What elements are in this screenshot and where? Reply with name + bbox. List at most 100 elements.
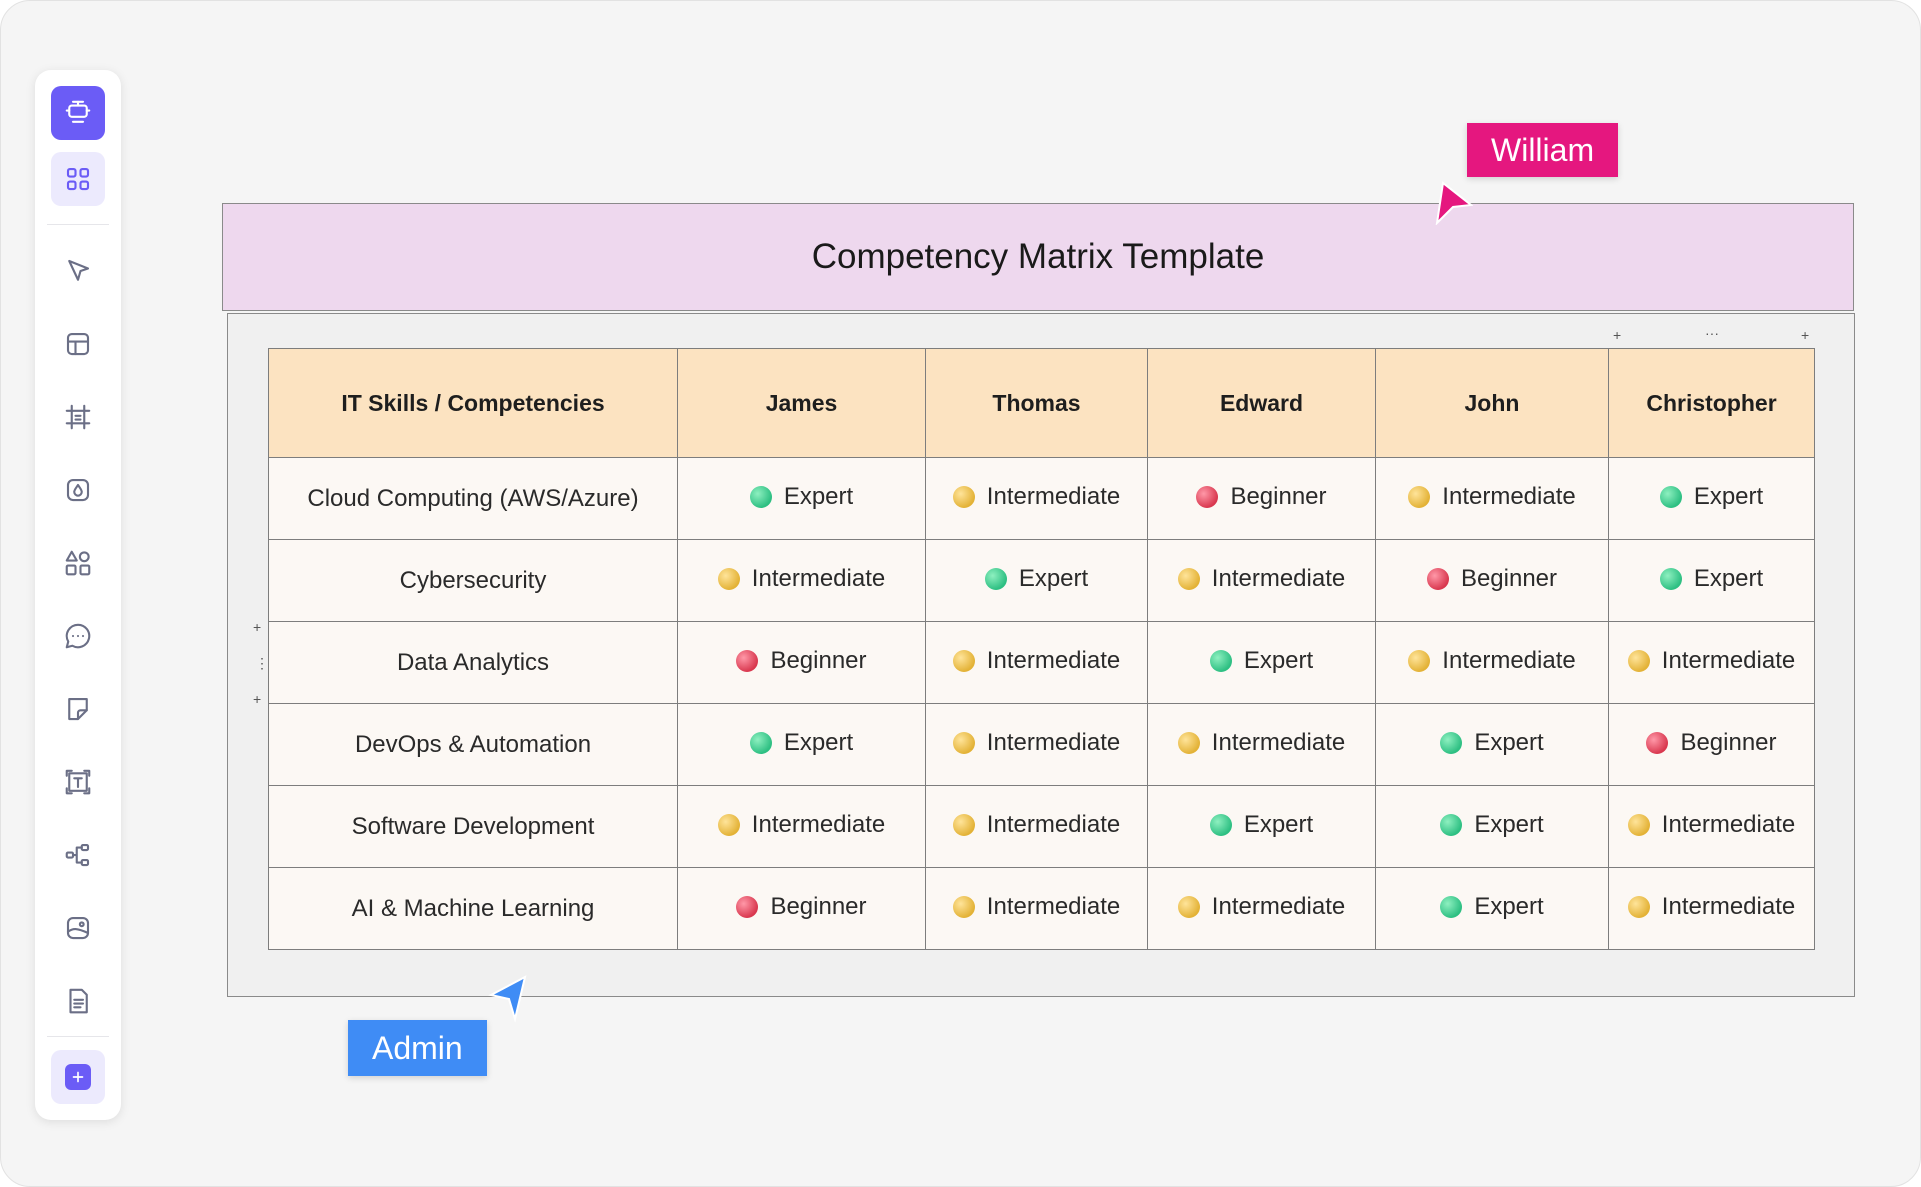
image-tool-button[interactable]: [51, 901, 105, 955]
header-cell[interactable]: IT Skills / Competencies: [268, 348, 678, 458]
level-cell[interactable]: Expert: [677, 457, 926, 540]
header-cell[interactable]: Edward: [1147, 348, 1376, 458]
shapes-tool-button[interactable]: [51, 536, 105, 590]
level-cell[interactable]: Intermediate: [925, 621, 1148, 704]
level-cell[interactable]: Intermediate: [1608, 621, 1815, 704]
header-cell[interactable]: Christopher: [1608, 348, 1815, 458]
level-indicator: Expert: [1659, 483, 1763, 511]
mindmap-tool-button[interactable]: [51, 828, 105, 882]
level-indicator: Expert: [1440, 893, 1544, 921]
add-row-button[interactable]: +: [253, 691, 262, 707]
status-dot-icon: [1177, 895, 1200, 918]
table-row: AI & Machine Learning Beginner Intermediat…: [268, 867, 1815, 950]
level-label: Intermediate: [986, 810, 1121, 838]
comment-tool-button[interactable]: [51, 609, 105, 663]
competency-matrix-table[interactable]: IT Skills / Competencies James Thomas Ed…: [268, 348, 1815, 950]
level-cell[interactable]: Intermediate: [1375, 621, 1609, 704]
level-cell[interactable]: Intermediate: [1375, 457, 1609, 540]
level-cell[interactable]: Intermediate: [1147, 539, 1376, 622]
level-label: Beginner: [1460, 564, 1558, 592]
level-cell[interactable]: Intermediate: [1608, 867, 1815, 950]
level-cell[interactable]: Intermediate: [925, 785, 1148, 868]
status-dot-icon: [1177, 731, 1200, 754]
skill-cell[interactable]: Cloud Computing (AWS/Azure): [268, 457, 678, 540]
present-button[interactable]: [51, 86, 105, 140]
level-cell[interactable]: Expert: [1147, 621, 1376, 704]
add-icon: [65, 1064, 91, 1090]
level-indicator: Intermediate: [952, 729, 1120, 757]
shapes-icon: [65, 550, 91, 576]
skill-cell[interactable]: Software Development: [268, 785, 678, 868]
add-column-button[interactable]: +: [1801, 327, 1810, 343]
level-cell[interactable]: Intermediate: [925, 867, 1148, 950]
frame-tool-button[interactable]: [51, 390, 105, 444]
header-cell[interactable]: James: [677, 348, 926, 458]
level-cell[interactable]: Intermediate: [1147, 867, 1376, 950]
level-cell[interactable]: Beginner: [677, 621, 926, 704]
level-cell[interactable]: Intermediate: [677, 539, 926, 622]
level-cell[interactable]: Intermediate: [925, 703, 1148, 786]
level-cell[interactable]: Intermediate: [677, 785, 926, 868]
level-label: Expert: [1243, 810, 1314, 838]
select-tool-button[interactable]: [51, 244, 105, 298]
status-dot-icon: [717, 813, 740, 836]
level-cell[interactable]: Beginner: [1608, 703, 1815, 786]
level-indicator: Expert: [1209, 810, 1314, 839]
level-indicator: Intermediate: [952, 647, 1120, 675]
style-tool-button[interactable]: [51, 463, 105, 517]
text-icon: [65, 769, 91, 795]
status-dot-icon: [1209, 813, 1232, 836]
add-button[interactable]: [51, 1050, 105, 1104]
title-banner[interactable]: Competency Matrix Template: [222, 203, 1854, 311]
level-cell[interactable]: Intermediate: [925, 457, 1148, 540]
add-row-button[interactable]: +: [253, 619, 262, 635]
status-dot-icon: [1177, 567, 1200, 590]
row-drag-handle[interactable]: ⋮: [255, 655, 269, 671]
skill-cell[interactable]: Cybersecurity: [268, 539, 678, 622]
sticky-note-tool-button[interactable]: [51, 682, 105, 736]
level-cell[interactable]: Expert: [1608, 457, 1815, 540]
level-indicator: Intermediate: [1177, 565, 1345, 593]
level-indicator: Beginner: [1646, 728, 1777, 757]
level-label: Beginner: [1680, 728, 1777, 756]
collaborator-name: William: [1491, 131, 1595, 168]
level-cell[interactable]: Beginner: [1147, 457, 1376, 540]
skill-cell[interactable]: DevOps & Automation: [268, 703, 678, 786]
level-label: Intermediate: [1442, 482, 1576, 510]
left-toolbar: [35, 70, 121, 1120]
column-more-button[interactable]: ···: [1705, 325, 1719, 341]
layout-tool-button[interactable]: [51, 317, 105, 371]
level-cell[interactable]: Expert: [1147, 785, 1376, 868]
level-label: Intermediate: [986, 892, 1121, 920]
present-icon: [65, 100, 91, 123]
header-cell[interactable]: Thomas: [925, 348, 1148, 458]
level-label: Expert: [783, 728, 854, 756]
level-cell[interactable]: Expert: [1375, 785, 1609, 868]
status-dot-icon: [1440, 895, 1463, 918]
level-cell[interactable]: Expert: [1375, 703, 1609, 786]
text-tool-button[interactable]: [51, 755, 105, 809]
status-dot-icon: [1627, 895, 1650, 918]
level-cell[interactable]: Expert: [1375, 867, 1609, 950]
header-cell[interactable]: John: [1375, 348, 1609, 458]
level-cell[interactable]: Expert: [1608, 539, 1815, 622]
level-cell[interactable]: Intermediate: [1147, 703, 1376, 786]
level-indicator: Expert: [1659, 565, 1763, 593]
board-title: Competency Matrix Template: [811, 237, 1265, 276]
add-column-button[interactable]: +: [1613, 327, 1622, 343]
level-indicator: Intermediate: [1177, 729, 1345, 757]
status-dot-icon: [1627, 649, 1650, 672]
status-dot-icon: [1408, 485, 1431, 508]
grid-view-button[interactable]: [51, 152, 105, 206]
level-cell[interactable]: Beginner: [677, 867, 926, 950]
level-cell[interactable]: Beginner: [1375, 539, 1609, 622]
level-cell[interactable]: Expert: [925, 539, 1148, 622]
level-cell[interactable]: Expert: [677, 703, 926, 786]
skill-cell[interactable]: Data Analytics: [268, 621, 678, 704]
skill-cell[interactable]: AI & Machine Learning: [268, 867, 678, 950]
status-dot-icon: [1659, 485, 1682, 508]
level-cell[interactable]: Intermediate: [1608, 785, 1815, 868]
document-tool-button[interactable]: [51, 974, 105, 1028]
status-dot-icon: [1196, 485, 1219, 508]
